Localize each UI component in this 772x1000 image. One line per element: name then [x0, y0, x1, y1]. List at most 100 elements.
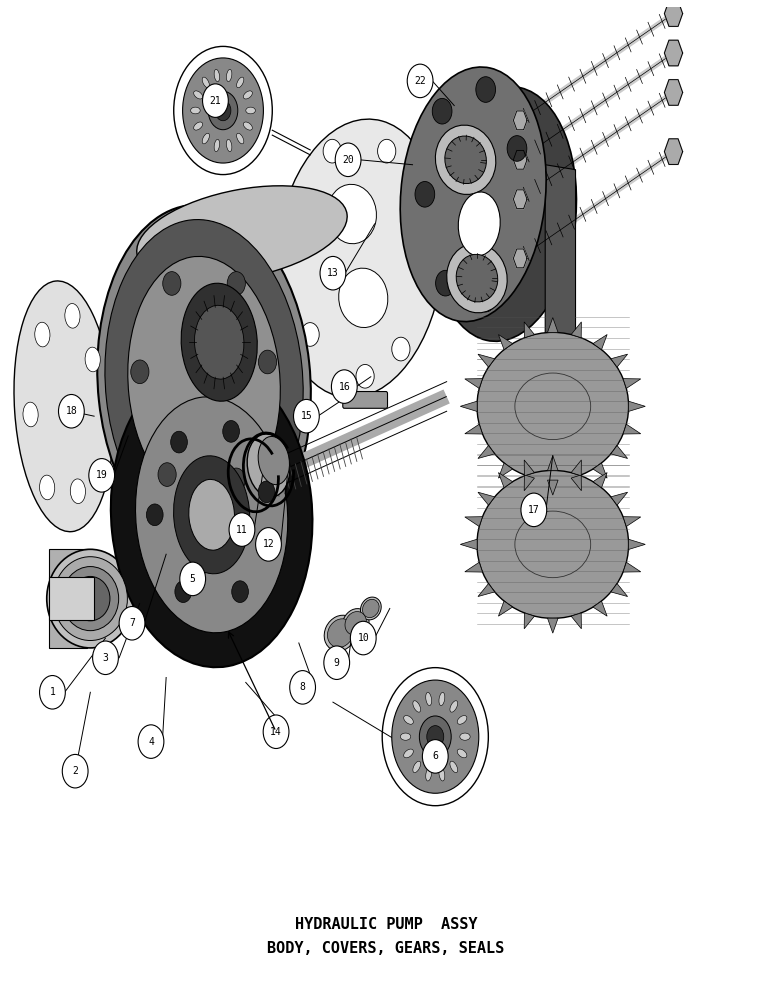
Circle shape — [263, 715, 289, 748]
Ellipse shape — [137, 186, 347, 282]
Ellipse shape — [14, 281, 113, 532]
Ellipse shape — [243, 91, 252, 99]
Ellipse shape — [245, 107, 256, 114]
Ellipse shape — [258, 436, 290, 485]
Polygon shape — [665, 80, 682, 105]
Ellipse shape — [459, 192, 500, 256]
Text: 18: 18 — [66, 406, 77, 416]
Text: 9: 9 — [334, 658, 340, 668]
Circle shape — [119, 606, 145, 640]
Ellipse shape — [247, 434, 290, 497]
Ellipse shape — [47, 549, 134, 648]
Text: 6: 6 — [432, 751, 438, 761]
Circle shape — [138, 725, 164, 758]
Ellipse shape — [435, 125, 496, 194]
Circle shape — [320, 256, 346, 290]
Polygon shape — [623, 562, 641, 572]
FancyBboxPatch shape — [49, 549, 86, 648]
Polygon shape — [465, 379, 482, 388]
Ellipse shape — [23, 402, 38, 427]
Circle shape — [323, 139, 341, 163]
Polygon shape — [465, 424, 482, 434]
Polygon shape — [478, 584, 495, 597]
Ellipse shape — [450, 761, 458, 773]
Polygon shape — [273, 115, 295, 155]
Polygon shape — [628, 401, 645, 411]
Circle shape — [259, 350, 276, 374]
Polygon shape — [547, 318, 558, 333]
Polygon shape — [524, 322, 534, 338]
Ellipse shape — [85, 347, 100, 372]
Polygon shape — [465, 562, 482, 572]
Circle shape — [232, 581, 249, 602]
Ellipse shape — [342, 609, 369, 638]
Text: 4: 4 — [148, 737, 154, 747]
Polygon shape — [665, 40, 682, 66]
Polygon shape — [524, 613, 534, 629]
Polygon shape — [571, 322, 581, 338]
Polygon shape — [499, 473, 513, 488]
Circle shape — [202, 84, 229, 117]
Circle shape — [422, 740, 449, 773]
Circle shape — [180, 562, 205, 596]
Ellipse shape — [194, 122, 202, 130]
Ellipse shape — [404, 749, 413, 758]
Ellipse shape — [439, 692, 445, 706]
Ellipse shape — [70, 479, 86, 504]
Circle shape — [331, 370, 357, 403]
Text: 5: 5 — [190, 574, 195, 584]
Polygon shape — [571, 613, 581, 629]
Polygon shape — [478, 354, 495, 367]
Ellipse shape — [97, 205, 311, 558]
Ellipse shape — [339, 268, 388, 328]
Ellipse shape — [136, 397, 288, 633]
Circle shape — [435, 270, 455, 296]
Ellipse shape — [456, 254, 498, 302]
Polygon shape — [611, 584, 628, 597]
Polygon shape — [593, 601, 607, 616]
Circle shape — [476, 77, 496, 102]
Polygon shape — [593, 335, 607, 350]
Ellipse shape — [460, 733, 470, 740]
Polygon shape — [524, 475, 534, 491]
Circle shape — [147, 504, 163, 526]
Ellipse shape — [65, 304, 80, 328]
Polygon shape — [547, 456, 558, 471]
Ellipse shape — [39, 475, 55, 500]
Ellipse shape — [361, 597, 381, 620]
Circle shape — [174, 46, 273, 175]
Text: 1: 1 — [49, 687, 56, 697]
Circle shape — [63, 754, 88, 788]
Polygon shape — [665, 139, 682, 164]
Circle shape — [323, 646, 350, 679]
Polygon shape — [547, 480, 558, 495]
Ellipse shape — [236, 77, 244, 88]
Polygon shape — [547, 618, 558, 633]
Polygon shape — [611, 446, 628, 458]
Ellipse shape — [457, 716, 467, 724]
Circle shape — [89, 459, 114, 492]
Text: 20: 20 — [342, 155, 354, 165]
Circle shape — [175, 581, 191, 602]
Text: 15: 15 — [300, 411, 312, 421]
Text: 14: 14 — [270, 727, 282, 737]
Polygon shape — [499, 463, 513, 478]
Polygon shape — [460, 401, 477, 411]
Circle shape — [256, 528, 281, 561]
Text: HYDRAULIC PUMP  ASSY: HYDRAULIC PUMP ASSY — [295, 917, 477, 932]
Circle shape — [130, 360, 149, 384]
Circle shape — [93, 641, 118, 675]
Polygon shape — [513, 249, 527, 268]
Text: 21: 21 — [209, 96, 222, 106]
Text: BODY, COVERS, GEARS, SEALS: BODY, COVERS, GEARS, SEALS — [267, 941, 505, 956]
Polygon shape — [465, 517, 482, 526]
Ellipse shape — [275, 119, 444, 398]
Circle shape — [208, 91, 238, 130]
Circle shape — [335, 143, 361, 177]
Circle shape — [229, 513, 255, 546]
Polygon shape — [499, 335, 513, 350]
Ellipse shape — [400, 67, 546, 322]
Text: 16: 16 — [338, 382, 350, 392]
Circle shape — [287, 226, 305, 250]
Polygon shape — [611, 492, 628, 505]
